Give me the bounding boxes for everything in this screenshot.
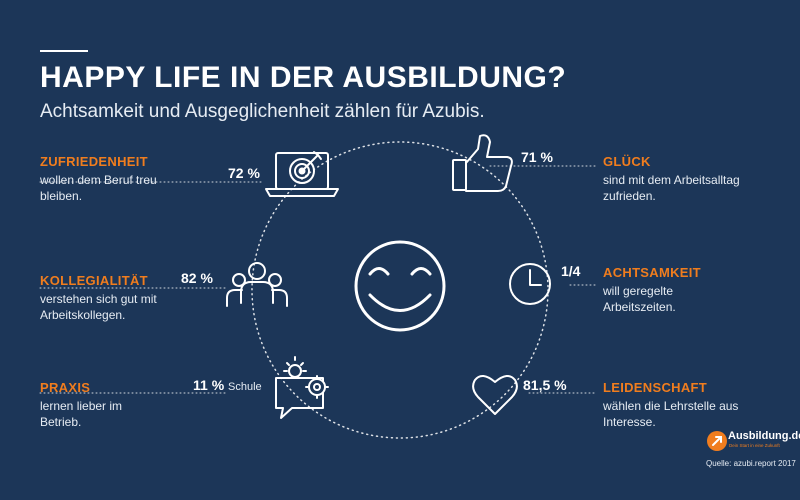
value-praxis-note: Schule xyxy=(228,381,262,393)
group-icon xyxy=(226,262,288,307)
stat-achtsamkeit: ACHTSAMKEIT will geregelte Arbeitszeiten… xyxy=(603,265,773,315)
stat-description: sind mit dem Arbeitsalltag zufrieden. xyxy=(603,173,740,203)
stat-heading: ZUFRIEDENHEIT xyxy=(40,154,148,169)
value-praxis: 11 % Schule xyxy=(193,377,262,393)
stat-heading: KOLLEGIALITÄT xyxy=(40,273,148,288)
thumbs-up-icon xyxy=(452,134,513,192)
stat-heading: LEIDENSCHAFT xyxy=(603,380,707,395)
title-accent-line xyxy=(40,50,88,52)
stat-kollegialitaet: KOLLEGIALITÄT verstehen sich gut mit Arb… xyxy=(40,273,210,323)
value-zufriedenheit: 72 % xyxy=(228,165,260,181)
dotted-circle xyxy=(251,141,549,439)
stat-description: will geregelte Arbeitszeiten. xyxy=(603,284,676,314)
logo-slogan: Dein Start in eine Zukunft xyxy=(729,443,780,448)
source-note: Quelle: azubi.report 2017 xyxy=(706,459,796,468)
value-glueck: 71 % xyxy=(521,149,553,165)
page-title: HAPPY LIFE IN DER AUSBILDUNG? xyxy=(40,61,567,94)
brand-logo[interactable]: Ausbildung.de Dein Start in eine Zukunft xyxy=(706,428,800,454)
speech-bubble-idea-icon xyxy=(275,356,329,419)
heart-icon xyxy=(472,375,518,415)
leader-lines xyxy=(39,165,598,394)
stat-heading: ACHTSAMKEIT xyxy=(603,265,701,280)
value-leidenschaft: 81,5 % xyxy=(523,377,567,393)
stat-description: lernen lieber im Betrieb. xyxy=(40,399,123,429)
clock-icon xyxy=(509,263,551,305)
stat-leidenschaft: LEIDENSCHAFT wählen die Lehrstelle aus I… xyxy=(603,380,773,430)
stat-description: verstehen sich gut mit Arbeitskollegen. xyxy=(40,292,157,322)
logo-text: Ausbildung.de xyxy=(728,430,800,442)
page-subtitle: Achtsamkeit und Ausgeglichenheit zählen … xyxy=(40,101,485,122)
value-achtsamkeit: 1/4 xyxy=(561,263,581,279)
stat-heading: GLÜCK xyxy=(603,154,651,169)
laptop-target-icon xyxy=(265,151,339,197)
stat-description: wollen dem Beruf treu bleiben. xyxy=(40,173,157,203)
value-kollegialitaet: 82 % xyxy=(181,270,213,286)
stat-glueck: GLÜCK sind mit dem Arbeitsalltag zufried… xyxy=(603,154,773,204)
stat-zufriedenheit: ZUFRIEDENHEIT wollen dem Beruf treu blei… xyxy=(40,154,210,204)
smiley-face-icon xyxy=(354,240,446,332)
stat-description: wählen die Lehrstelle aus Interesse. xyxy=(603,399,739,429)
stat-heading: PRAXIS xyxy=(40,380,91,395)
value-praxis-number: 11 % xyxy=(193,377,225,393)
stat-praxis: PRAXIS lernen lieber im Betrieb. xyxy=(40,380,210,430)
rocket-logo-icon xyxy=(707,431,727,451)
